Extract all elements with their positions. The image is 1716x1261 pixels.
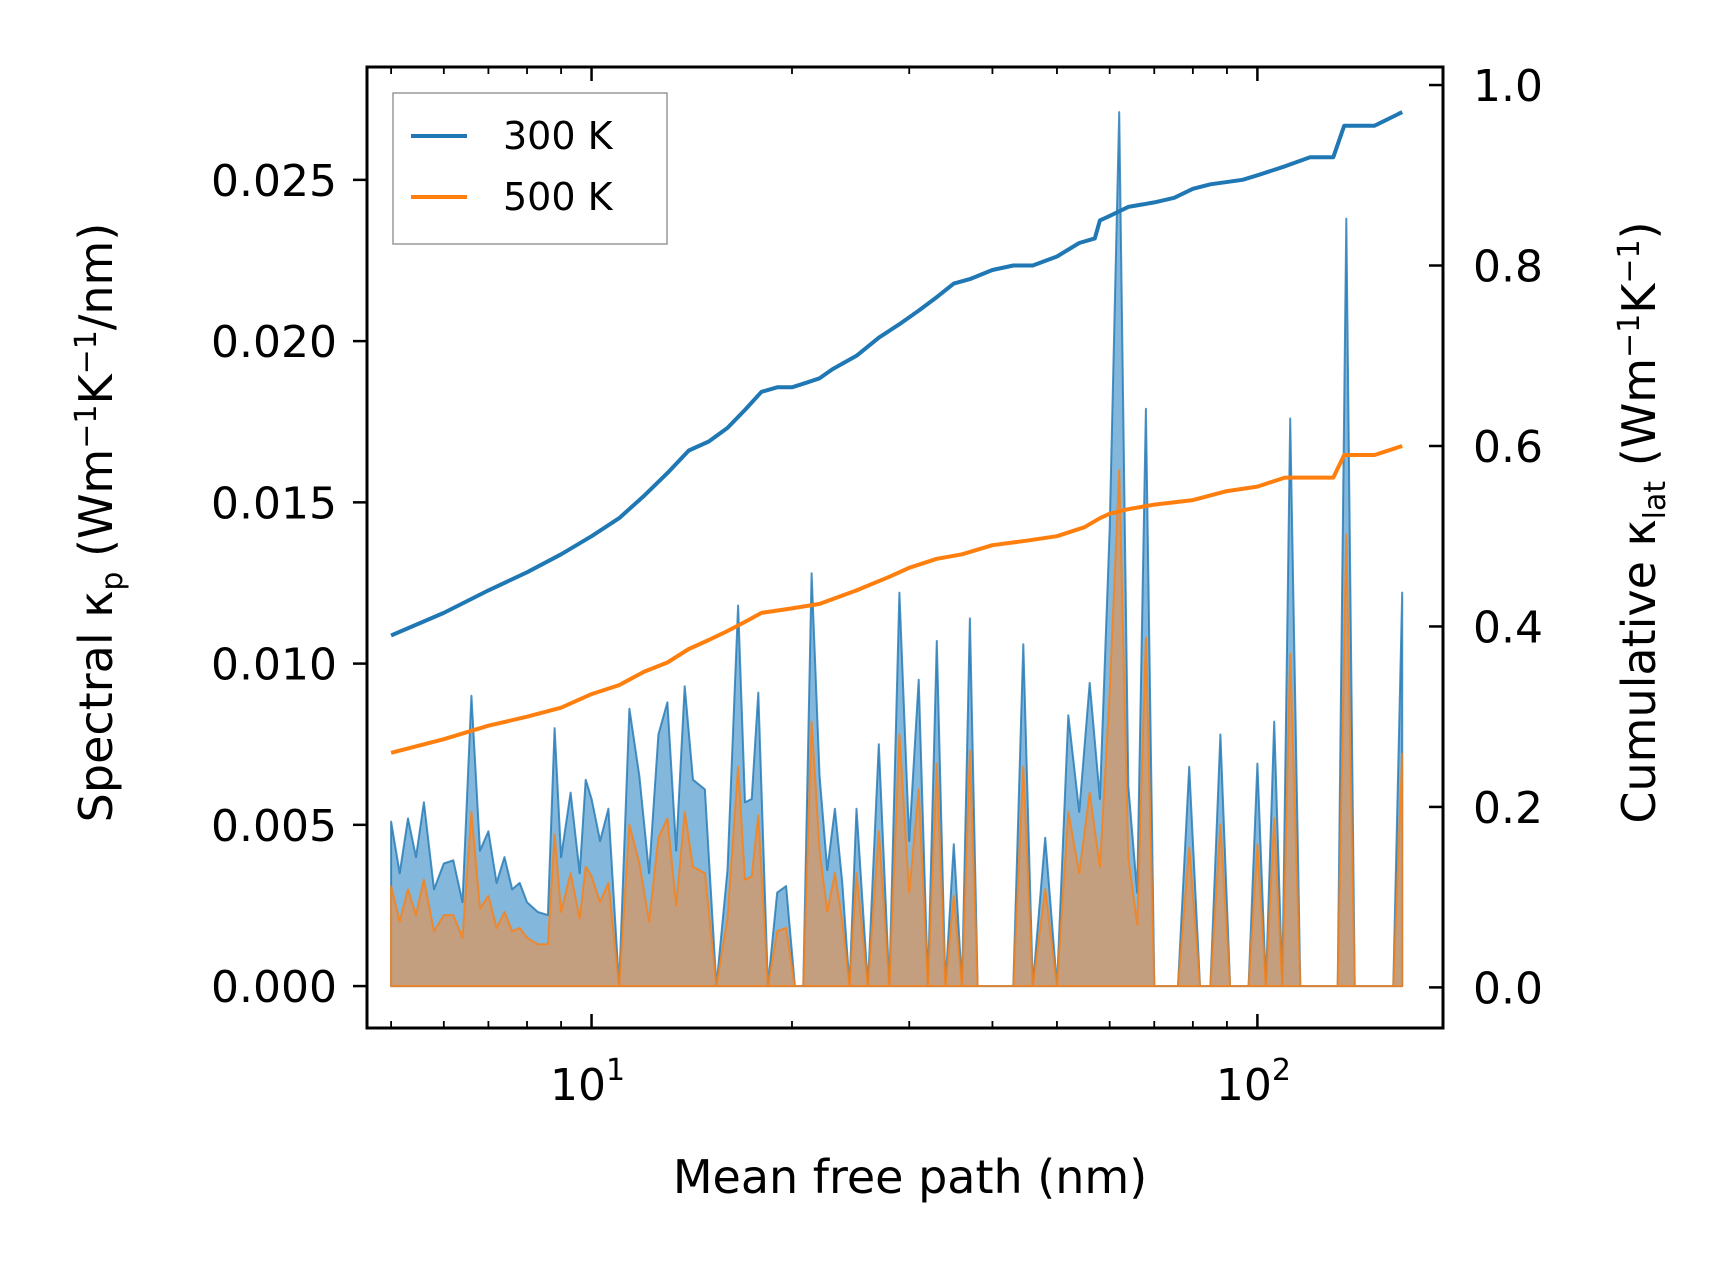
y-right-mid: K [1612, 282, 1666, 314]
tick-layer: 101 1020.0000.0050.0100.0150.0200.0250.00… [211, 61, 1543, 1111]
y-right-sup1: −1 [1612, 314, 1647, 358]
plot-frame [365, 65, 1445, 1030]
y-right-tick-label: 0.4 [1473, 602, 1543, 653]
legend-label-300k: 300 K [503, 114, 614, 158]
y-left-tick-label: 0.010 [211, 640, 337, 691]
y-right-tick-label: 0.2 [1473, 783, 1543, 834]
y-right-sup2: −1 [1612, 239, 1647, 283]
y-left-sup1: −1 [69, 405, 104, 449]
y-left-tick-label: 0.000 [211, 962, 337, 1013]
y-left-units-pre: (Wm [69, 449, 123, 572]
legend: 300 K 500 K [392, 92, 668, 245]
cumulative-line-300k [390, 110, 1404, 638]
x-tick-label: 101 [550, 1053, 625, 1111]
y-right-units-pre: (Wm [1612, 358, 1666, 481]
y-left-base: Spectral κ [69, 591, 123, 823]
y-right-base: Cumulative κ [1612, 519, 1666, 823]
legend-label-500k: 500 K [503, 175, 614, 219]
x-tick-exp: 2 [1272, 1053, 1291, 1088]
y-left-units-post: /nm) [69, 223, 123, 330]
y-right-tick-label: 1.0 [1473, 61, 1543, 112]
y-right-tick-label: 0.8 [1473, 242, 1543, 293]
y-left-tick-label: 0.020 [211, 317, 337, 368]
y-right-tick-label: 0.6 [1473, 422, 1543, 473]
spectral-area-500k [390, 469, 1404, 988]
x-tick-exp: 1 [606, 1053, 625, 1088]
y-right-units-post: ) [1612, 221, 1666, 239]
legend-box [392, 92, 668, 245]
y-axis-left-title: Spectral κp (Wm−1K−1/nm) [69, 223, 130, 823]
x-tick-base: 10 [550, 1060, 606, 1111]
y-right-sub: lat [1638, 481, 1673, 520]
cumulative-line-500k [390, 444, 1403, 755]
y-left-sup2: −1 [69, 330, 104, 374]
x-tick-label: 102 [1216, 1053, 1291, 1111]
y-left-mid: K [69, 373, 123, 405]
spectral-fill-layer [390, 111, 1404, 988]
x-axis-title: Mean free path (nm) [673, 1150, 1147, 1204]
x-tick-base: 10 [1216, 1060, 1272, 1111]
y-right-tick-label: 0.0 [1473, 963, 1543, 1014]
y-axis-right-title: Cumulative κlat (Wm−1K−1) [1612, 221, 1673, 823]
y-left-tick-label: 0.005 [211, 801, 337, 852]
y-left-sub: p [95, 572, 130, 591]
y-left-tick-label: 0.025 [211, 156, 337, 207]
cumulative-line-layer [390, 110, 1404, 755]
y-left-tick-label: 0.015 [211, 478, 337, 529]
